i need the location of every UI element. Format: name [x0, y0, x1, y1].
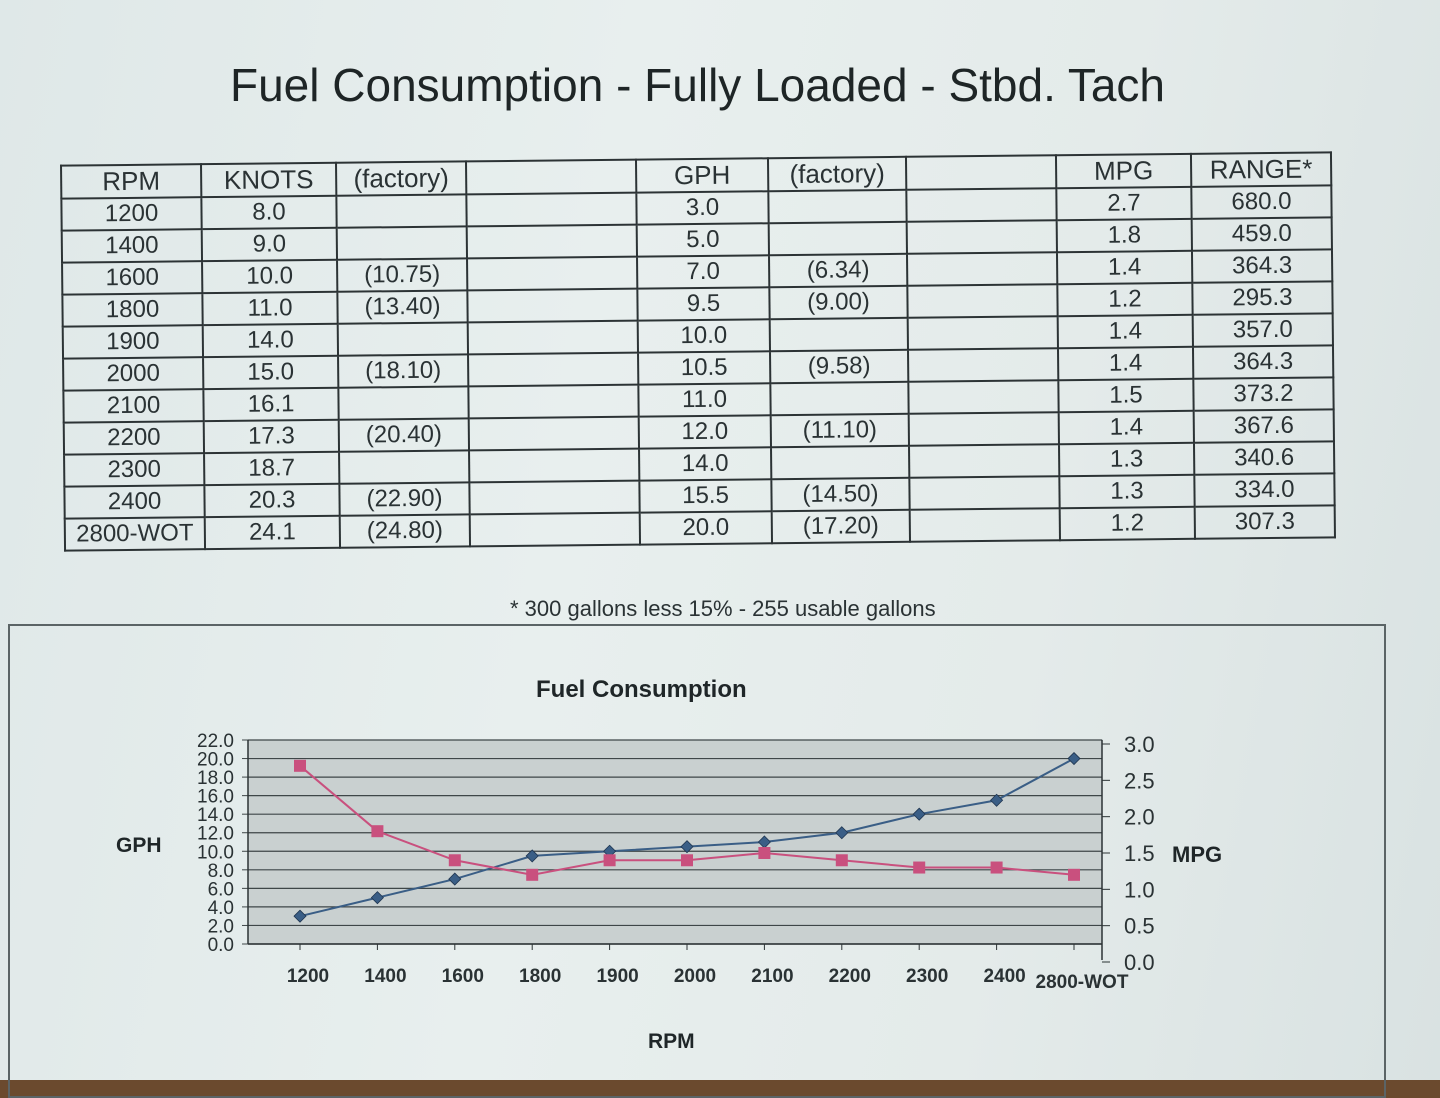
footnote: * 300 gallons less 15% - 255 usable gall…: [510, 596, 936, 621]
gph-point: [1067, 751, 1081, 766]
mpg-point: [681, 854, 693, 867]
gph-point: [293, 909, 307, 923]
y2-tick-label: 0.5: [1124, 914, 1155, 939]
page-title: Fuel Consumption - Fully Loaded - Stbd. …: [230, 59, 1165, 111]
plot-area: [247, 739, 1103, 945]
y2-tick-label: 1.0: [1124, 877, 1155, 902]
gph-point: [680, 840, 694, 854]
y-tick-label: 16.0: [197, 787, 234, 808]
y-tick-label: 8.0: [208, 861, 234, 882]
mpg-point: [758, 847, 771, 859]
gph-point: [990, 793, 1004, 807]
y-tick-label: 10.0: [197, 842, 234, 863]
chart-title: Fuel Consumption: [536, 676, 747, 703]
y2-tick-label: 1.5: [1124, 841, 1155, 866]
y-axis-title: GPH: [116, 834, 162, 857]
mpg-point: [603, 854, 616, 867]
y-tick-label: 2.0: [208, 916, 234, 937]
y-tick-label: 20.0: [197, 750, 234, 771]
x-tick-label: 2100: [751, 966, 793, 987]
y-tick-label: 6.0: [208, 879, 234, 900]
gph-point: [448, 872, 462, 886]
mpg-point: [294, 759, 306, 772]
x-tick-label: 2000: [674, 966, 716, 987]
x-tick-label: 1900: [596, 966, 638, 987]
x-tick-label: 1400: [364, 966, 406, 987]
mpg-point: [1068, 868, 1080, 881]
y2-tick-label: 3.0: [1124, 732, 1155, 757]
y-tick-label: 22.0: [197, 731, 234, 752]
y2-tick-label: 2.5: [1124, 768, 1155, 793]
x-tick-label: 2200: [829, 966, 871, 987]
x-tick-label: 2400: [983, 966, 1025, 987]
x-tick-label: 2800-WOT: [1036, 972, 1129, 993]
x-tick-label: 1200: [287, 966, 329, 987]
y-tick-label: 12.0: [197, 824, 234, 845]
x-tick-label: 1600: [442, 966, 484, 987]
y2-tick-label: 0.0: [1124, 950, 1155, 975]
mpg-point: [990, 861, 1003, 874]
x-tick-label: 1800: [519, 966, 561, 987]
mpg-point: [835, 854, 848, 867]
gph-point: [912, 807, 926, 821]
gph-point: [370, 891, 384, 905]
mpg-point: [448, 854, 461, 867]
mpg-point: [526, 868, 539, 881]
x-axis-title: RPM: [648, 1030, 695, 1053]
mpg-point: [913, 861, 926, 874]
gph-point: [835, 826, 849, 840]
y2-tick-label: 2.0: [1124, 805, 1155, 830]
y-tick-label: 0.0: [208, 935, 234, 956]
y2-axis-title: MPG: [1172, 842, 1222, 867]
y-tick-label: 4.0: [208, 898, 234, 919]
y-tick-label: 14.0: [197, 805, 234, 826]
gph-point: [525, 849, 539, 863]
mpg-point: [371, 825, 384, 838]
x-tick-label: 2300: [906, 966, 948, 987]
y-tick-label: 18.0: [197, 768, 234, 789]
